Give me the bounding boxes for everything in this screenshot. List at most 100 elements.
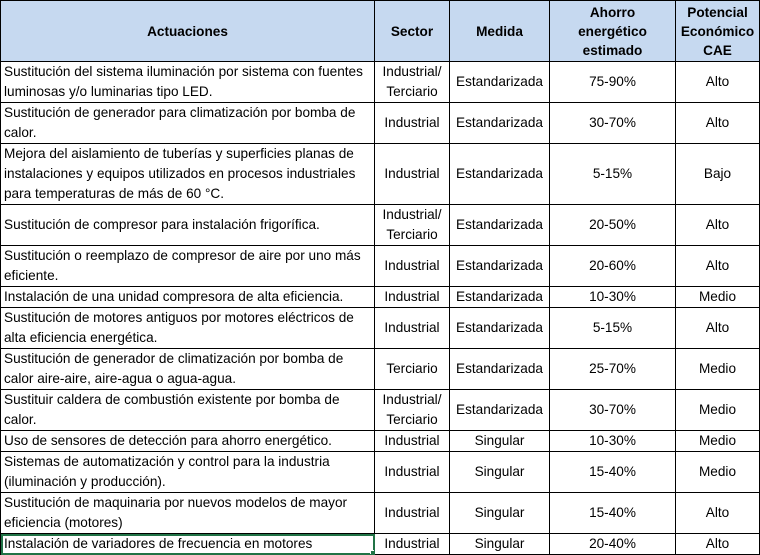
table-row: Sustitución del sistema iluminación por …: [0, 61, 760, 103]
cell-actuacion[interactable]: Sustitución de maquinaria por nuevos mod…: [0, 492, 375, 534]
cell-sector[interactable]: Industrial/Terciario: [374, 204, 450, 246]
cell-sector[interactable]: Industrial: [374, 143, 450, 205]
cell-potencial[interactable]: Alto: [675, 492, 760, 534]
header-ahorro-line: estimado: [582, 42, 643, 58]
table-row: Sustitución de generador de climatizació…: [0, 348, 760, 390]
cell-sector[interactable]: Industrial: [374, 307, 450, 349]
cell-medida[interactable]: Estandarizada: [449, 307, 550, 349]
cell-potencial[interactable]: Medio: [675, 430, 760, 452]
cell-ahorro[interactable]: 20-40%: [549, 533, 676, 555]
sector-line: Industrial: [384, 464, 440, 479]
header-sector[interactable]: Sector: [374, 0, 450, 62]
cell-medida[interactable]: Singular: [449, 492, 550, 534]
cell-potencial[interactable]: Alto: [675, 245, 760, 287]
cell-ahorro[interactable]: 10-30%: [549, 430, 676, 452]
cell-medida[interactable]: Estandarizada: [449, 348, 550, 390]
cell-ahorro[interactable]: 75-90%: [549, 61, 676, 103]
sector-line: Industrial: [384, 536, 440, 551]
sector-line: Industrial/: [382, 64, 442, 79]
cell-actuacion[interactable]: Sustitución o reemplazo de compresor de …: [0, 245, 375, 287]
cell-sector[interactable]: Terciario: [374, 348, 450, 390]
table-row: Sustitución de compresor para instalació…: [0, 204, 760, 246]
table-row: Sustituir caldera de combustión existent…: [0, 389, 760, 431]
cell-sector[interactable]: Industrial: [374, 286, 450, 308]
cell-ahorro[interactable]: 20-60%: [549, 245, 676, 287]
cell-actuacion[interactable]: Uso de sensores de detección para ahorro…: [0, 430, 375, 452]
cell-ahorro[interactable]: 25-70%: [549, 348, 676, 390]
cell-sector[interactable]: Industrial: [374, 430, 450, 452]
cell-potencial[interactable]: Medio: [675, 348, 760, 390]
cell-ahorro[interactable]: 30-70%: [549, 102, 676, 144]
cell-potencial[interactable]: Alto: [675, 102, 760, 144]
cell-ahorro[interactable]: 5-15%: [549, 307, 676, 349]
cell-ahorro[interactable]: 5-15%: [549, 143, 676, 205]
cell-potencial[interactable]: Medio: [675, 286, 760, 308]
header-medida[interactable]: Medida: [449, 0, 550, 62]
sector-line: Industrial: [384, 505, 440, 520]
table-row: Sustitución de maquinaria por nuevos mod…: [0, 492, 760, 534]
cell-potencial[interactable]: Medio: [675, 451, 760, 493]
cell-actuacion[interactable]: Sustitución del sistema iluminación por …: [0, 61, 375, 103]
cell-potencial[interactable]: Medio: [675, 389, 760, 431]
cell-medida[interactable]: Singular: [449, 451, 550, 493]
cell-medida[interactable]: Estandarizada: [449, 102, 550, 144]
cell-medida[interactable]: Estandarizada: [449, 143, 550, 205]
cell-actuacion[interactable]: Sustitución de generador de climatizació…: [0, 348, 375, 390]
cell-potencial[interactable]: Alto: [675, 307, 760, 349]
header-actuaciones[interactable]: Actuaciones: [0, 0, 375, 62]
cell-medida[interactable]: Estandarizada: [449, 286, 550, 308]
header-ahorro[interactable]: Ahorro energético estimado: [549, 0, 676, 62]
cell-potencial[interactable]: Alto: [675, 533, 760, 555]
cell-medida[interactable]: Estandarizada: [449, 245, 550, 287]
sector-line: Industrial: [384, 258, 440, 273]
sector-line: Terciario: [386, 84, 438, 99]
cell-actuacion[interactable]: Sustitución de motores antiguos por moto…: [0, 307, 375, 349]
cell-medida[interactable]: Estandarizada: [449, 61, 550, 103]
cell-actuacion[interactable]: Instalación de una unidad compresora de …: [0, 286, 375, 308]
cell-potencial[interactable]: Alto: [675, 61, 760, 103]
cell-actuacion[interactable]: Mejora del aislamiento de tuberías y sup…: [0, 143, 375, 205]
cell-sector[interactable]: Industrial: [374, 451, 450, 493]
sector-line: Industrial: [384, 166, 440, 181]
cell-sector[interactable]: Industrial: [374, 102, 450, 144]
cell-actuacion[interactable]: Instalación de variadores de frecuencia …: [0, 533, 375, 555]
table-row: Uso de sensores de detección para ahorro…: [0, 430, 760, 452]
cell-ahorro[interactable]: 15-40%: [549, 492, 676, 534]
header-potencial-line: CAE: [703, 42, 732, 58]
cell-ahorro[interactable]: 15-40%: [549, 451, 676, 493]
cell-actuacion[interactable]: Sustitución de generador para climatizac…: [0, 102, 375, 144]
cell-sector[interactable]: Industrial/Terciario: [374, 61, 450, 103]
header-potencial-line: Económico: [680, 23, 755, 39]
table-row: Instalación de una unidad compresora de …: [0, 286, 760, 308]
sector-line: Industrial: [384, 115, 440, 130]
table-body: Sustitución del sistema iluminación por …: [0, 61, 760, 555]
cell-potencial[interactable]: Alto: [675, 204, 760, 246]
header-potencial[interactable]: Potencial Económico CAE: [675, 0, 760, 62]
sector-line: Industrial/: [382, 207, 442, 222]
cell-actuacion[interactable]: Sistemas de automatización y control par…: [0, 451, 375, 493]
cell-potencial[interactable]: Bajo: [675, 143, 760, 205]
cell-sector[interactable]: Industrial: [374, 245, 450, 287]
sector-line: Industrial/: [382, 392, 442, 407]
cell-medida[interactable]: Singular: [449, 533, 550, 555]
sector-line: Terciario: [386, 361, 438, 376]
sector-line: Terciario: [386, 227, 438, 242]
cell-medida[interactable]: Estandarizada: [449, 389, 550, 431]
cell-actuacion[interactable]: Sustituir caldera de combustión existent…: [0, 389, 375, 431]
sector-line: Industrial: [384, 289, 440, 304]
cell-ahorro[interactable]: 30-70%: [549, 389, 676, 431]
cell-sector[interactable]: Industrial: [374, 533, 450, 555]
cell-actuacion[interactable]: Sustitución de compresor para instalació…: [0, 204, 375, 246]
table-row: Mejora del aislamiento de tuberías y sup…: [0, 143, 760, 205]
cell-sector[interactable]: Industrial/Terciario: [374, 389, 450, 431]
table-row: Sustitución de generador para climatizac…: [0, 102, 760, 144]
header-ahorro-line: Ahorro: [589, 4, 636, 20]
cell-ahorro[interactable]: 10-30%: [549, 286, 676, 308]
cell-ahorro[interactable]: 20-50%: [549, 204, 676, 246]
cell-medida[interactable]: Singular: [449, 430, 550, 452]
cell-medida[interactable]: Estandarizada: [449, 204, 550, 246]
table-row: Sustitución o reemplazo de compresor de …: [0, 245, 760, 287]
header-ahorro-line: energético: [578, 23, 647, 39]
cell-sector[interactable]: Industrial: [374, 492, 450, 534]
sector-line: Industrial: [384, 433, 440, 448]
